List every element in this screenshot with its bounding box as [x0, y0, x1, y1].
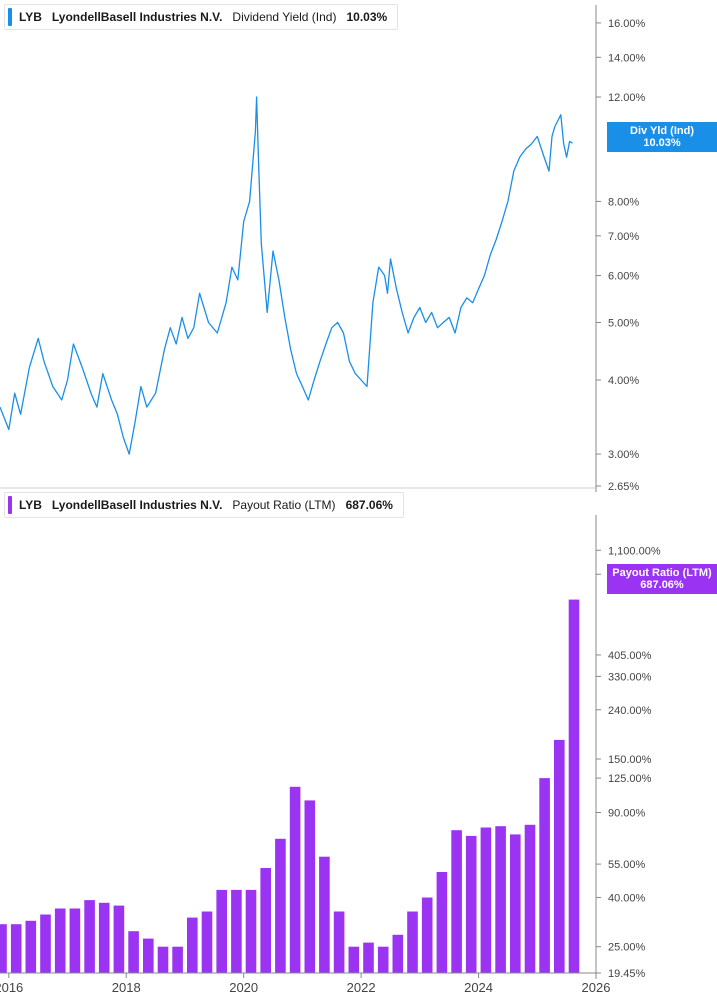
payout-bar	[304, 800, 316, 973]
yield-ytick-label: 6.00%	[608, 271, 639, 283]
payout-bar	[451, 830, 462, 973]
payout-bar	[377, 946, 389, 973]
payout-bar	[216, 889, 227, 973]
yield-ytick-label: 12.00%	[608, 92, 646, 104]
yield-ytick-label: 5.00%	[608, 317, 639, 329]
payout-bar	[319, 856, 330, 973]
legend-top-swatch	[8, 8, 12, 26]
legend-bottom-metric: Payout Ratio (LTM)	[232, 498, 336, 512]
legend-bottom-ticker: LYB	[19, 498, 42, 512]
legend-bottom: LYB LyondellBasell Industries N.V. Payou…	[4, 492, 404, 518]
xtick-label: 2022	[347, 980, 376, 995]
yield-ytick-label: 2.65%	[608, 481, 639, 493]
payout-bar	[157, 946, 169, 973]
flag-bottom-value: 687.06%	[640, 579, 684, 591]
payout-ytick-label: 90.00%	[608, 808, 646, 820]
payout-bar	[465, 835, 477, 973]
payout-bar	[0, 924, 7, 973]
payout-bar	[40, 914, 51, 973]
payout-ytick-label: 40.00%	[608, 892, 646, 904]
yield-ytick-label: 3.00%	[608, 449, 639, 461]
yield-ytick-label: 16.00%	[608, 18, 646, 30]
legend-bottom-value: 687.06%	[345, 498, 393, 512]
xtick-label: 2016	[0, 980, 23, 995]
payout-bar	[187, 917, 198, 973]
xtick-label: 2026	[582, 980, 611, 995]
payout-bar	[172, 946, 183, 973]
payout-bar	[333, 911, 345, 973]
legend-top-ticker: LYB	[19, 10, 42, 24]
payout-bar	[407, 911, 418, 973]
legend-top-company: LyondellBasell Industries N.V.	[51, 10, 223, 24]
payout-bar	[480, 827, 492, 973]
payout-ytick-label: 330.00%	[608, 671, 652, 683]
yield-ytick-label: 8.00%	[608, 196, 639, 208]
payout-bar	[143, 938, 154, 973]
payout-bar	[495, 826, 506, 973]
payout-bar	[524, 824, 536, 973]
yield-ytick-label: 4.00%	[608, 375, 639, 387]
payout-bar	[98, 902, 110, 973]
payout-ytick-label: 125.00%	[608, 773, 652, 785]
payout-ytick-label: 150.00%	[608, 754, 652, 766]
payout-bar	[10, 924, 22, 973]
flag-top-label: Div Yld (Ind)	[630, 125, 694, 137]
flag-bottom-label: Payout Ratio (LTM)	[612, 567, 712, 579]
payout-bar	[260, 868, 271, 973]
payout-ytick-label: 240.00%	[608, 705, 652, 717]
yield-ytick-label: 7.00%	[608, 231, 639, 243]
payout-bar	[231, 889, 242, 973]
payout-bar	[275, 838, 286, 973]
payout-ytick-label: 19.45%	[608, 968, 646, 980]
flag-top: Div Yld (Ind) 10.03%	[607, 122, 717, 152]
legend-top-metric: Dividend Yield (Ind)	[232, 10, 337, 24]
payout-bar	[113, 905, 125, 973]
payout-ytick-label: 1,100.00%	[608, 545, 661, 557]
payout-bar	[392, 934, 404, 973]
legend-top-value: 10.03%	[346, 10, 388, 24]
payout-bar	[348, 946, 360, 973]
payout-bar	[25, 920, 37, 973]
payout-bar	[128, 931, 139, 973]
payout-bar	[69, 908, 81, 973]
yield-ytick-label: 14.00%	[608, 52, 646, 64]
flag-bottom: Payout Ratio (LTM) 687.06%	[607, 564, 717, 594]
payout-bar	[554, 739, 565, 973]
legend-bottom-company: LyondellBasell Industries N.V.	[51, 498, 223, 512]
payout-bar	[363, 942, 374, 973]
payout-bar	[54, 908, 66, 973]
legend-bottom-swatch	[8, 496, 12, 514]
payout-bar	[289, 786, 301, 973]
payout-bar	[568, 599, 580, 973]
payout-bar	[421, 897, 433, 973]
legend-top: LYB LyondellBasell Industries N.V. Divid…	[4, 4, 399, 30]
xtick-label: 2018	[112, 980, 141, 995]
xtick-label: 2024	[464, 980, 493, 995]
flag-top-value: 10.03%	[643, 137, 681, 149]
payout-ytick-label: 25.00%	[608, 942, 646, 954]
xtick-label: 2020	[229, 980, 258, 995]
payout-bar	[201, 911, 213, 973]
payout-bar	[510, 834, 521, 973]
payout-bar	[84, 900, 95, 973]
payout-bar	[539, 778, 550, 973]
payout-bar	[436, 872, 448, 973]
payout-ytick-label: 405.00%	[608, 650, 652, 662]
yield-line	[0, 96, 573, 455]
payout-ytick-label: 55.00%	[608, 859, 646, 871]
payout-bar	[245, 889, 257, 973]
